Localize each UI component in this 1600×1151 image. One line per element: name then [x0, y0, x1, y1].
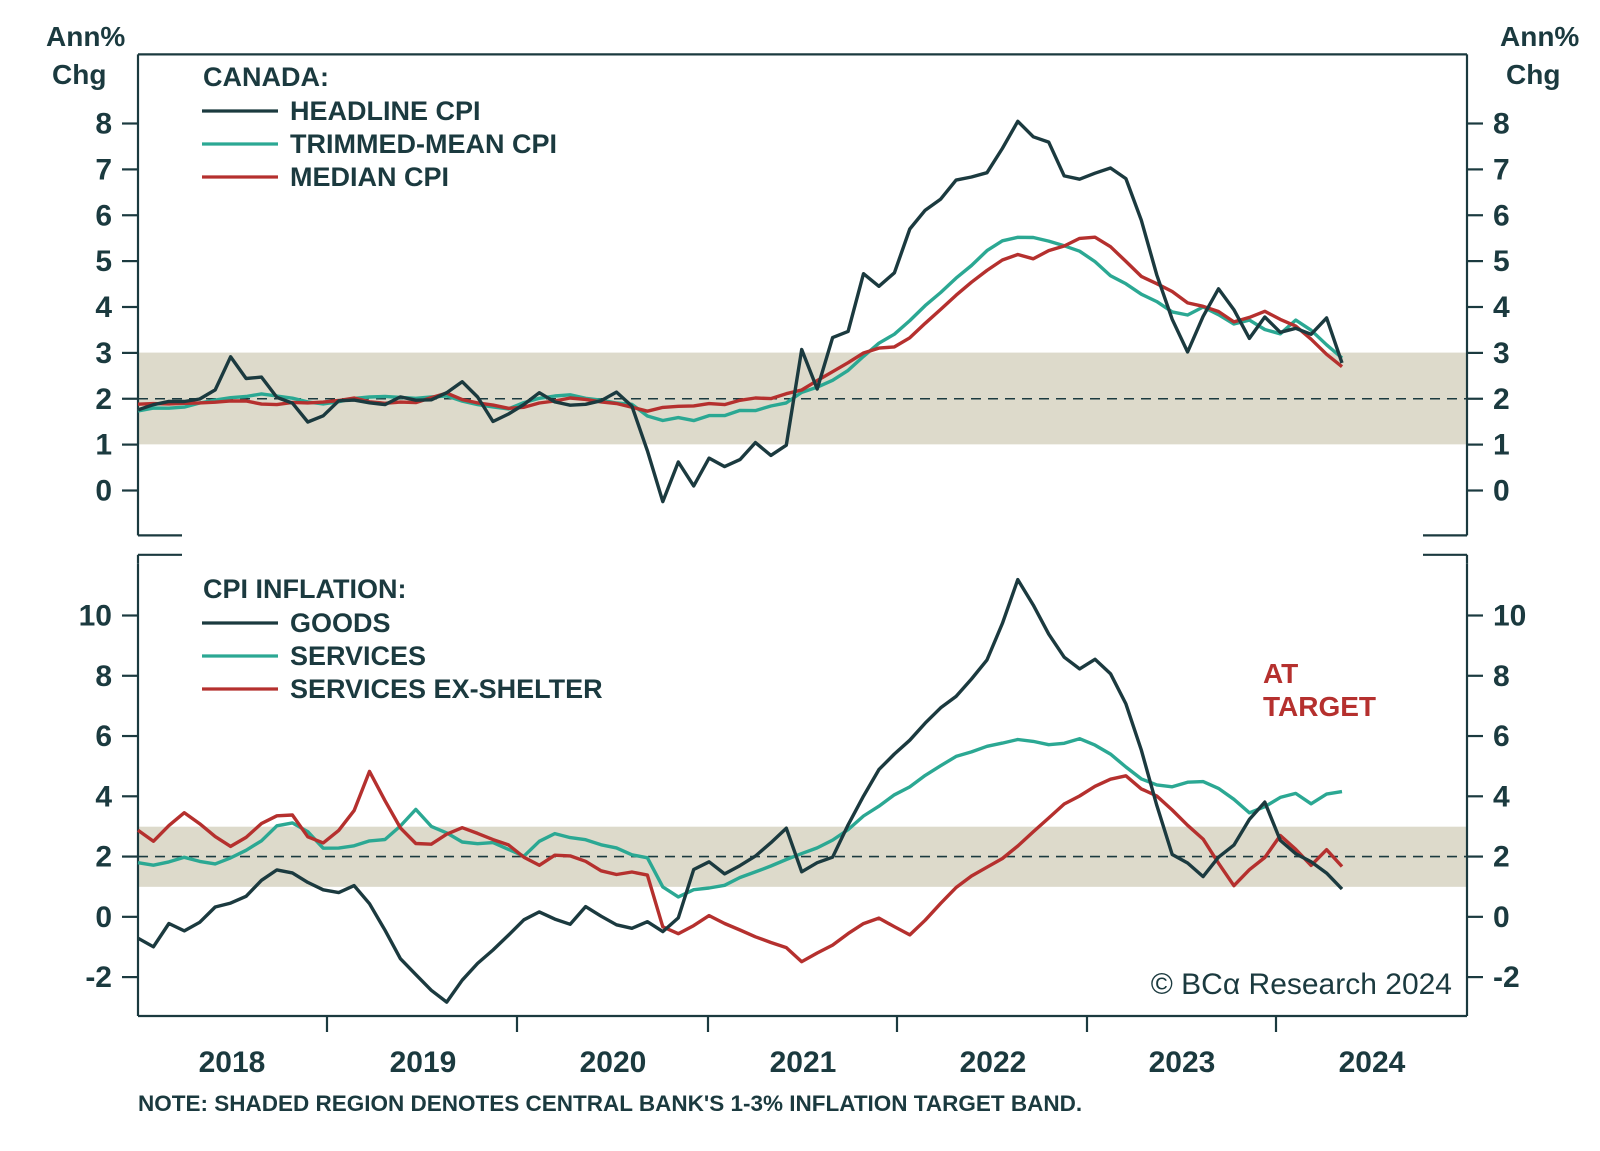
svg-text:8: 8: [95, 108, 112, 141]
svg-text:6: 6: [1493, 720, 1510, 753]
svg-text:0: 0: [95, 901, 112, 934]
svg-text:TARGET: TARGET: [1263, 691, 1376, 722]
svg-text:7: 7: [1493, 153, 1510, 186]
svg-text:NOTE: SHADED REGION DENOTES CE: NOTE: SHADED REGION DENOTES CENTRAL BANK…: [138, 1091, 1082, 1116]
svg-text:6: 6: [1493, 199, 1510, 232]
svg-text:10: 10: [1493, 600, 1526, 633]
svg-text:-2: -2: [85, 961, 112, 994]
svg-text:8: 8: [1493, 660, 1510, 693]
svg-text:6: 6: [95, 720, 112, 753]
svg-text:5: 5: [95, 245, 112, 278]
svg-text:2: 2: [95, 383, 112, 416]
svg-text:SERVICES: SERVICES: [290, 641, 426, 671]
svg-text:5: 5: [1493, 245, 1510, 278]
svg-text:TRIMMED-MEAN CPI: TRIMMED-MEAN CPI: [290, 129, 557, 159]
svg-text:4: 4: [95, 780, 112, 813]
svg-text:2: 2: [1493, 383, 1510, 416]
svg-text:HEADLINE CPI: HEADLINE CPI: [290, 96, 481, 126]
svg-text:CANADA:: CANADA:: [203, 62, 329, 92]
svg-text:10: 10: [79, 600, 112, 633]
svg-text:1: 1: [1493, 429, 1510, 462]
svg-text:2021: 2021: [770, 1046, 837, 1079]
svg-text:0: 0: [1493, 475, 1510, 508]
svg-text:0: 0: [1493, 901, 1510, 934]
svg-text:Chg: Chg: [1506, 59, 1560, 90]
svg-text:Ann%: Ann%: [1500, 21, 1579, 52]
svg-text:2023: 2023: [1149, 1046, 1216, 1079]
svg-text:4: 4: [1493, 291, 1510, 324]
svg-text:Ann%: Ann%: [46, 21, 125, 52]
svg-text:8: 8: [1493, 108, 1510, 141]
svg-text:6: 6: [95, 199, 112, 232]
svg-text:2020: 2020: [580, 1046, 647, 1079]
svg-text:Chg: Chg: [52, 59, 106, 90]
svg-text:4: 4: [1493, 780, 1510, 813]
svg-text:1: 1: [95, 429, 112, 462]
svg-text:2: 2: [1493, 841, 1510, 874]
svg-text:2022: 2022: [960, 1046, 1027, 1079]
svg-text:3: 3: [1493, 337, 1510, 370]
svg-text:-2: -2: [1493, 961, 1520, 994]
svg-text:2024: 2024: [1339, 1046, 1406, 1079]
svg-text:GOODS: GOODS: [290, 608, 391, 638]
svg-text:2018: 2018: [199, 1046, 266, 1079]
svg-text:4: 4: [95, 291, 112, 324]
svg-text:8: 8: [95, 660, 112, 693]
svg-text:SERVICES EX-SHELTER: SERVICES EX-SHELTER: [290, 674, 603, 704]
svg-text:AT: AT: [1263, 658, 1298, 689]
svg-text:CPI INFLATION:: CPI INFLATION:: [203, 574, 406, 604]
svg-text:MEDIAN CPI: MEDIAN CPI: [290, 162, 449, 192]
svg-text:© BCα Research 2024: © BCα Research 2024: [1151, 968, 1452, 1001]
svg-text:2019: 2019: [390, 1046, 457, 1079]
svg-text:3: 3: [95, 337, 112, 370]
svg-text:7: 7: [95, 153, 112, 186]
svg-text:2: 2: [95, 841, 112, 874]
svg-text:0: 0: [95, 475, 112, 508]
